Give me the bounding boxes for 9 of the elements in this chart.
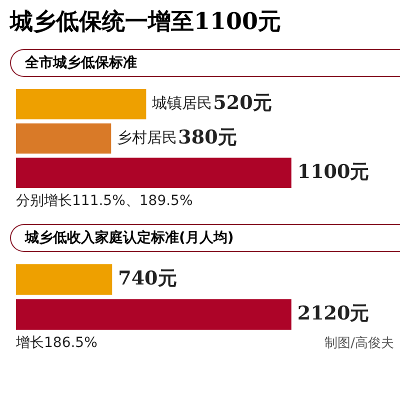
chart-subtitle: 全市城乡低保标准 xyxy=(10,49,400,77)
data-label: 740元 xyxy=(118,267,177,290)
chart-title: 城乡低保统一增至1100元 xyxy=(8,7,282,37)
data-label: 2120元 xyxy=(297,302,370,324)
chart-subtitle: 城乡低收入家庭认定标准(月人均) xyxy=(10,224,400,252)
data-label: 1100元 xyxy=(297,160,370,183)
text: 分别增长111.5%、189.5% xyxy=(16,192,193,210)
text: 制图/高俊夫 xyxy=(324,335,394,352)
text: 增长186.5% xyxy=(16,334,98,352)
